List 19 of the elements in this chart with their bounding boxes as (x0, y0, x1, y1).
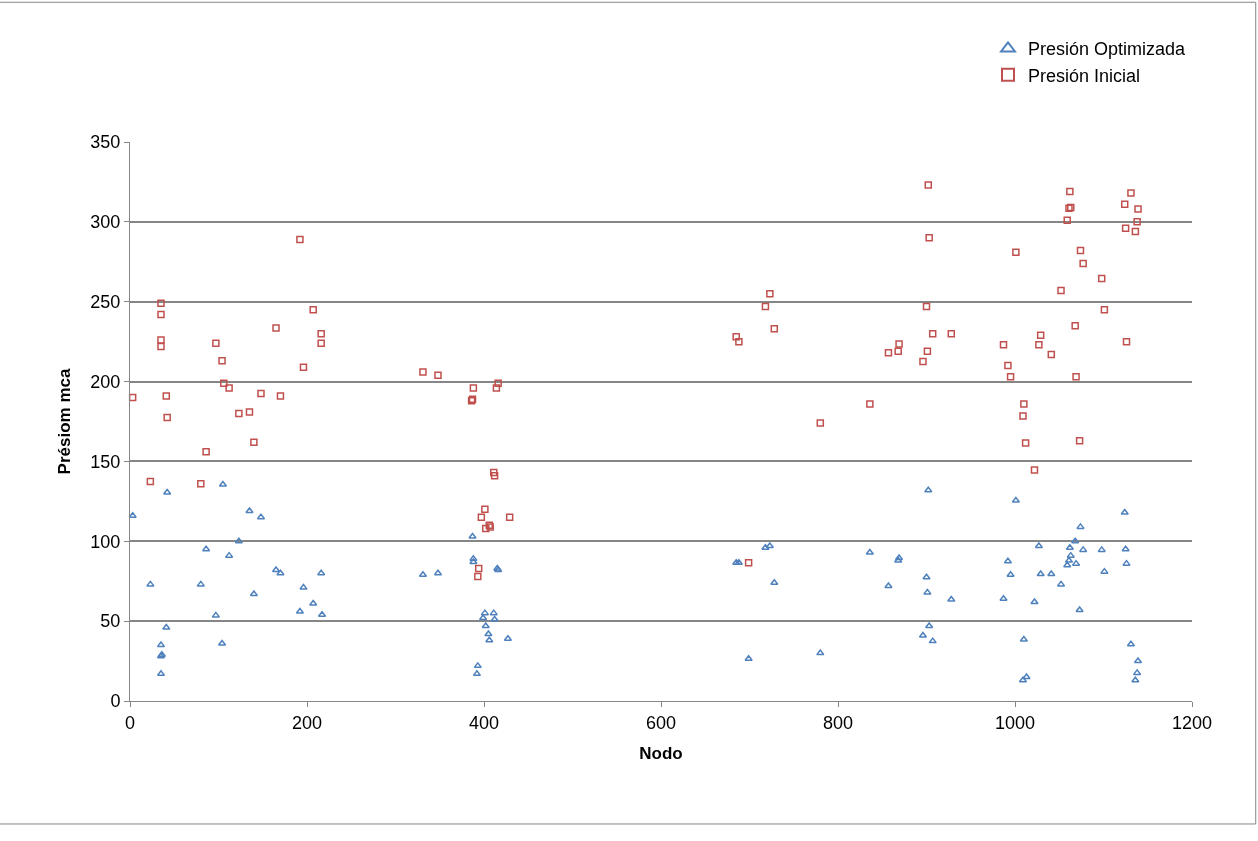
legend-label: Presión Optimizada (1028, 39, 1187, 60)
y-tick-label: 100 (90, 531, 121, 552)
y-tick-label: 250 (90, 292, 121, 313)
x-tick-label: 0 (124, 712, 136, 733)
x-tick-label: 800 (822, 712, 854, 733)
y-tick-label: 300 (90, 212, 121, 233)
legend-label: Presión Inicial (1028, 65, 1141, 86)
y-tick-label: 50 (100, 611, 121, 632)
x-tick-label: 1200 (1171, 712, 1213, 733)
x-tick-label: 400 (468, 712, 500, 733)
x-tick-label: 1000 (994, 712, 1036, 733)
y-tick-label: 0 (110, 691, 121, 712)
y-tick-label: 350 (90, 132, 121, 153)
y-tick-label: 150 (90, 451, 121, 472)
y-axis-title: Présiom mca (54, 368, 74, 475)
x-tick-label: 200 (291, 712, 323, 733)
y-tick-label: 200 (90, 371, 121, 392)
x-tick-label: 600 (645, 712, 677, 733)
x-axis-title: Nodo (639, 744, 683, 763)
